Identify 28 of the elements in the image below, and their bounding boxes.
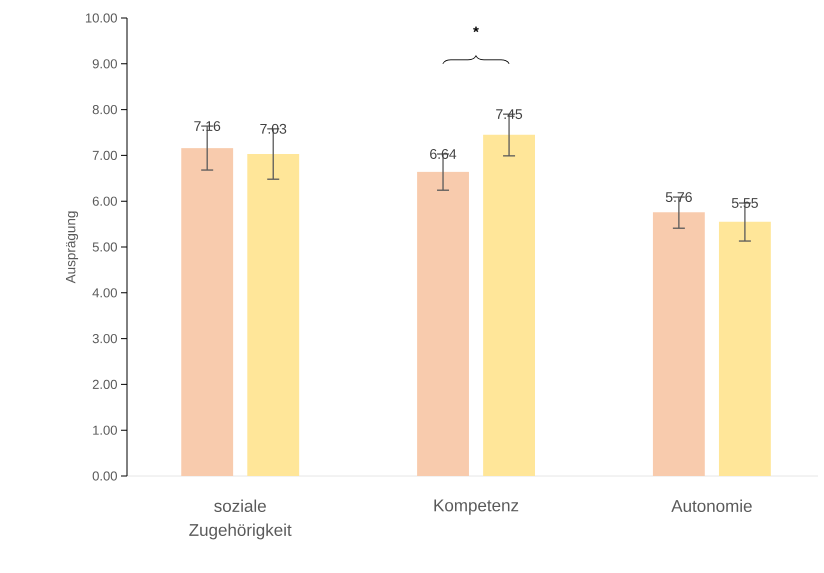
bar [417,172,469,476]
x-tick-label: Kompetenz [434,500,518,515]
data-label: 7.03 [260,124,286,134]
bar [181,148,234,476]
data-label: 7.16 [194,121,220,132]
y-axis-title: Ausprägung [66,211,78,284]
y-tick-label: 7.00 [92,150,117,160]
x-tick-label: soziale Zugehörigkeit [189,500,292,540]
data-label: 7.45 [496,109,522,120]
bar [247,154,300,476]
bar [483,134,536,476]
x-tick-label: Autonomie [671,500,752,512]
y-tick-label: 8.00 [92,104,117,114]
data-label: 6.64 [430,149,456,159]
y-tick-label: 0.00 [92,471,117,481]
y-tick-label: 3.00 [92,334,117,344]
y-tick-label: 1.00 [93,426,117,435]
data-label: 5.76 [666,192,692,202]
annotation: * [473,26,479,32]
y-tick-label: 4.00 [92,288,117,298]
y-tick-label: 10.00 [86,13,117,23]
y-tick-label: 6.00 [92,196,117,206]
y-tick-label: 5.00 [92,242,117,252]
y-tick-label: 2.00 [92,380,117,389]
bar [718,222,771,476]
bar [652,212,705,476]
data-label: 5.55 [732,198,758,208]
y-tick-label: 9.00 [92,59,117,68]
